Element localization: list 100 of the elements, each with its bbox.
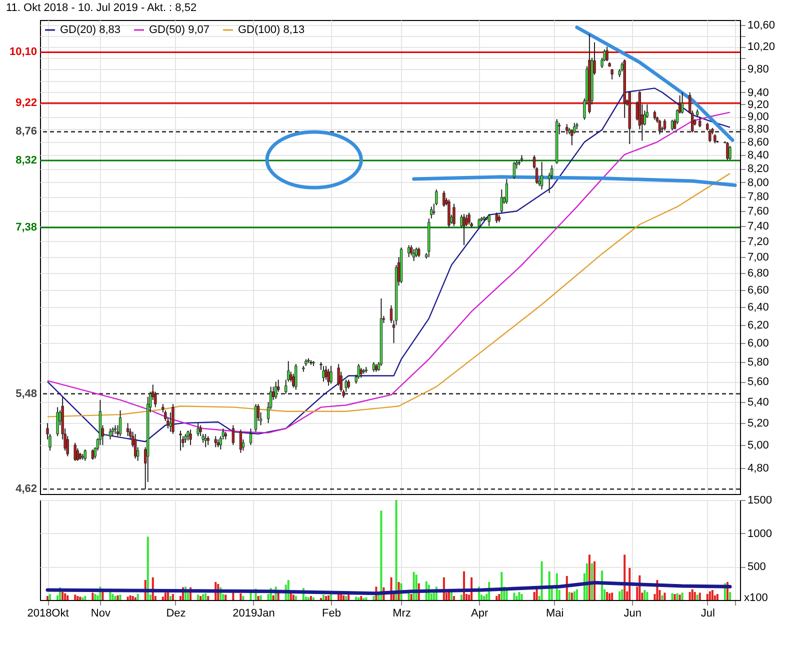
bar	[82, 597, 84, 600]
bar	[452, 596, 455, 600]
bar	[162, 596, 164, 600]
bar	[328, 595, 330, 600]
bar	[260, 595, 262, 600]
x-tick-label: Jul	[700, 608, 715, 620]
bar	[250, 592, 252, 600]
bar	[134, 597, 136, 600]
bar	[292, 594, 294, 600]
bar	[114, 596, 116, 600]
candlestick	[84, 448, 86, 462]
bar	[518, 592, 520, 600]
bar	[460, 594, 463, 600]
bar	[146, 536, 149, 600]
candlestick	[670, 119, 674, 131]
text: x100	[744, 592, 768, 604]
candlestick	[714, 134, 716, 144]
bar	[706, 594, 708, 600]
candlestick	[540, 161, 544, 190]
y-tick-label: 5,60	[748, 376, 769, 388]
bar	[257, 596, 260, 600]
bar	[395, 500, 398, 600]
x-tick-label: Mrz	[392, 608, 411, 620]
chart-title: 11. Okt 2018 - 10. Jul 2019 - Akt. : 8,52	[5, 1, 198, 16]
candlestick	[91, 448, 94, 460]
bar	[355, 596, 358, 600]
bar	[606, 592, 608, 600]
bar	[533, 592, 536, 600]
bar	[322, 594, 325, 600]
candlestick	[728, 145, 732, 160]
bar	[76, 596, 79, 600]
y-tick-label: 5,40	[748, 396, 769, 408]
bar	[681, 592, 684, 600]
candlestick	[179, 430, 182, 452]
candlestick	[126, 422, 130, 437]
candlestick	[254, 404, 258, 432]
ref-line-label: 4,62	[16, 483, 37, 496]
bar	[573, 591, 576, 600]
y-tick-label: 6,20	[748, 319, 769, 332]
line-series	[575, 26, 734, 142]
bar	[688, 592, 691, 600]
bar	[200, 596, 202, 600]
bar	[711, 590, 714, 600]
bar	[129, 595, 132, 600]
line-series	[46, 580, 732, 596]
candlestick	[322, 365, 325, 382]
candlestick	[680, 92, 684, 114]
bar	[169, 596, 172, 600]
candlestick	[452, 203, 456, 226]
x-tick-label: Dez	[166, 608, 186, 620]
bar	[312, 597, 314, 600]
bar	[358, 597, 360, 600]
candlestick	[505, 178, 508, 204]
bar	[272, 595, 274, 600]
candlestick	[448, 198, 450, 228]
ref-line-label: 9,22	[16, 97, 37, 110]
bar	[661, 595, 664, 600]
candlestick	[186, 430, 190, 442]
bar	[498, 594, 500, 600]
bar	[410, 594, 412, 600]
bar	[166, 592, 169, 600]
candlestick	[500, 188, 504, 214]
bar	[116, 595, 119, 600]
y-tick-label: 10,60	[748, 20, 776, 32]
candlestick	[118, 410, 122, 437]
bar	[132, 596, 134, 600]
candlestick	[653, 110, 656, 120]
bar	[698, 592, 701, 600]
candlestick	[658, 119, 662, 135]
y-tick-label: 8,80	[748, 124, 769, 136]
bar	[360, 596, 362, 600]
x-tick-label: Feb	[322, 608, 342, 620]
candlestick	[134, 433, 137, 460]
legend-label: GD(20) 8,83	[60, 24, 121, 36]
candlestick	[412, 248, 416, 262]
y-tick-label: 7,40	[748, 220, 769, 232]
candlestick	[274, 381, 278, 400]
bar	[345, 596, 348, 600]
x-tick-label: 2019Jan	[232, 608, 275, 620]
candlestick	[214, 436, 217, 448]
candlestick	[108, 428, 112, 440]
candlestick	[56, 406, 59, 437]
candlestick	[512, 161, 516, 180]
ref-line-label: 8,76	[16, 126, 37, 138]
bar	[696, 594, 698, 600]
y-tick-label: 7,60	[748, 206, 769, 218]
bar	[678, 594, 681, 600]
bar	[448, 592, 450, 600]
y-tick-label: 8,20	[748, 163, 769, 176]
y-tick-label: 9,00	[748, 111, 769, 124]
bar	[694, 592, 696, 600]
candlestick	[372, 362, 376, 372]
bar	[728, 592, 731, 600]
bar	[62, 592, 64, 600]
ref-line-label: 5,48	[16, 388, 37, 400]
bar	[365, 597, 368, 600]
bar	[294, 596, 297, 600]
candlestick	[468, 212, 470, 225]
bar	[380, 510, 382, 600]
bar	[664, 592, 666, 600]
